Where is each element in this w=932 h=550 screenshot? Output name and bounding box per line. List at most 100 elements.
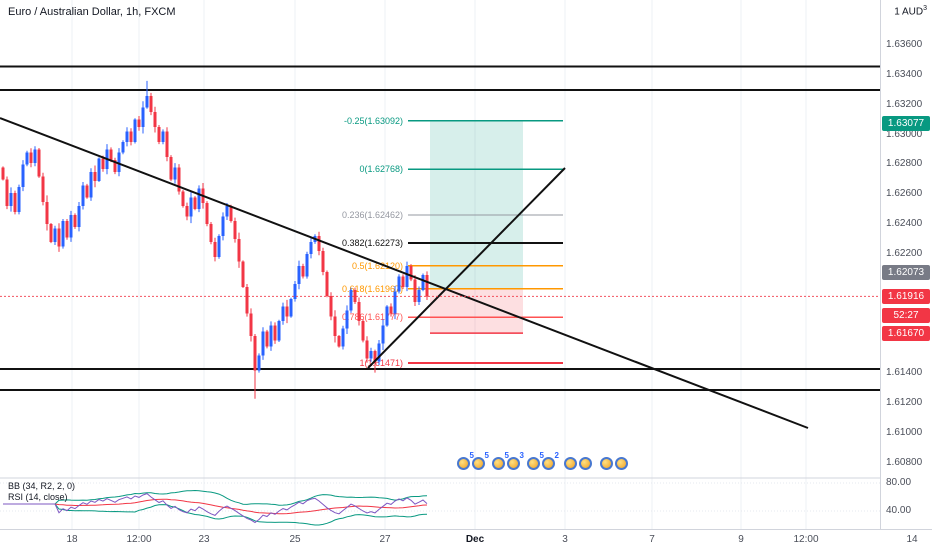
- candle: [329, 295, 333, 317]
- price-tick: 1.63400: [886, 68, 923, 80]
- candle: [69, 215, 73, 238]
- axis-unit-text: 1 AUD: [894, 6, 924, 18]
- candle: [125, 131, 129, 143]
- fib-label: 0.236(1.62462): [342, 210, 403, 220]
- candle: [281, 306, 285, 322]
- reaction-coin-icon[interactable]: 5: [492, 451, 509, 470]
- reaction-coin-icon[interactable]: 3: [507, 451, 524, 470]
- candle: [21, 164, 25, 187]
- candle: [137, 119, 141, 128]
- candle: [397, 276, 401, 292]
- candle: [413, 279, 417, 302]
- candle: [209, 224, 213, 243]
- reaction-coin-icon[interactable]: 5: [527, 451, 544, 470]
- candle: [385, 306, 389, 326]
- candle: [161, 131, 165, 143]
- candle: [89, 171, 93, 198]
- symbol-title[interactable]: Euro / Australian Dollar, 1h, FXCM: [8, 6, 176, 18]
- candle: [77, 206, 81, 228]
- candle: [213, 242, 217, 257]
- candle: [273, 325, 277, 341]
- candle: [341, 328, 345, 347]
- price-axis[interactable]: 1.63600 1.63400 1.63200 1.63000 1.62800 1.626…: [880, 0, 932, 530]
- fib-label: -0.25(1.63092): [344, 116, 403, 126]
- candle: [297, 265, 301, 284]
- price-tick: 1.62800: [886, 158, 923, 170]
- candle: [409, 265, 413, 280]
- reaction-coin-icon[interactable]: [579, 457, 592, 470]
- candle: [293, 283, 297, 299]
- long-position-profit-zone[interactable]: [430, 120, 523, 289]
- candle: [237, 239, 241, 262]
- candle: [185, 206, 189, 217]
- candle: [25, 152, 29, 165]
- long-position-loss-zone[interactable]: [430, 288, 523, 334]
- candle: [145, 95, 149, 108]
- candle: [349, 289, 353, 311]
- candle: [61, 221, 65, 247]
- candle: [361, 321, 365, 341]
- trendline[interactable]: [367, 167, 566, 369]
- candle: [309, 242, 313, 254]
- bar-countdown-tag: 52:27: [882, 307, 930, 323]
- candle: [9, 192, 13, 207]
- candle: [245, 286, 249, 314]
- candle: [45, 201, 49, 225]
- candle: [253, 336, 257, 371]
- bb-indicator-label[interactable]: BB (34, R2, 2, 0): [8, 481, 76, 491]
- candle: [193, 197, 197, 210]
- candle: [153, 112, 157, 128]
- fib-label: 0(1.62768): [359, 164, 403, 174]
- candle: [85, 185, 89, 198]
- reaction-coin-icon[interactable]: [600, 457, 613, 470]
- rsi-scale-tick: 40.00: [886, 505, 912, 516]
- reaction-coin-icon[interactable]: 2: [542, 451, 559, 470]
- candle: [257, 355, 261, 371]
- candle: [381, 325, 385, 344]
- reaction-coin-icon[interactable]: [615, 457, 628, 470]
- candle: [365, 340, 369, 359]
- candle: [229, 206, 233, 222]
- candle: [41, 176, 45, 202]
- candle: [321, 251, 325, 272]
- reaction-coin-icon[interactable]: 5: [457, 451, 474, 470]
- reaction-count: 5: [504, 451, 509, 460]
- candle: [81, 185, 85, 207]
- candle: [173, 167, 177, 180]
- reaction-count: 5: [469, 451, 474, 460]
- price-tick: 1.61200: [886, 397, 923, 409]
- time-axis[interactable]: 18 12:00 23 25 27 Dec 3 7 9 12:00 14: [0, 529, 932, 550]
- time-tick: 25: [289, 534, 301, 545]
- candle: [197, 188, 201, 210]
- price-tag: 1.61670: [882, 325, 930, 341]
- price-tag: 1.61916: [882, 288, 930, 304]
- axis-unit-label[interactable]: 1 AUD3: [894, 5, 927, 17]
- price-tag: 1.62073: [882, 265, 930, 281]
- candle: [129, 131, 133, 143]
- candle: [117, 152, 121, 172]
- candle: [373, 351, 377, 362]
- candle: [17, 186, 21, 213]
- candle: [217, 236, 221, 257]
- time-tick: 12:00: [126, 534, 152, 545]
- fib-label: 0.786(1.61777): [342, 312, 403, 322]
- candle: [333, 316, 337, 337]
- rsi-indicator-label[interactable]: RSI (14, close): [8, 492, 68, 502]
- candle: [401, 276, 405, 287]
- trendline[interactable]: [0, 117, 809, 429]
- reaction-coin-icon[interactable]: [564, 457, 577, 470]
- reaction-coin-icon[interactable]: 5: [472, 451, 489, 470]
- candle: [33, 149, 37, 163]
- candle: [109, 149, 113, 160]
- candle: [53, 228, 57, 243]
- candle: [405, 265, 409, 287]
- candle: [325, 271, 329, 296]
- time-tick: 3: [562, 534, 568, 545]
- candle: [37, 149, 41, 177]
- candle: [149, 95, 153, 113]
- candle: [165, 131, 169, 157]
- candle: [93, 171, 97, 181]
- candle: [113, 159, 117, 172]
